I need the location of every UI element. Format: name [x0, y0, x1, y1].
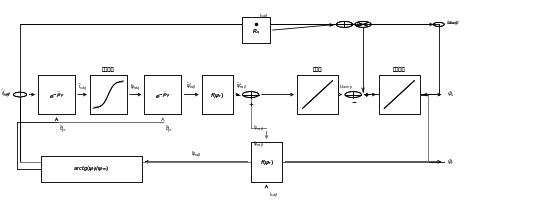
- Text: $-$: $-$: [234, 92, 241, 97]
- Text: $-$: $-$: [351, 99, 357, 104]
- Bar: [145, 75, 181, 115]
- Text: $+$: $+$: [248, 99, 254, 107]
- Text: $\hat{\psi}_r$: $\hat{\psi}_r$: [447, 156, 455, 166]
- Text: $e^{-j\hat{\theta}_{yr}}$: $e^{-j\hat{\theta}_{yr}}$: [155, 90, 171, 100]
- Bar: [202, 75, 233, 115]
- Text: 电压模型: 电压模型: [393, 66, 406, 72]
- Text: 补偿器: 补偿器: [312, 66, 322, 72]
- Bar: [243, 18, 270, 44]
- Text: $i_{s\alpha\beta}$: $i_{s\alpha\beta}$: [259, 12, 268, 22]
- Text: $f(\psi_r)$: $f(\psi_r)$: [211, 91, 224, 100]
- Text: $-$: $-$: [329, 22, 335, 27]
- Text: $\dot{i}_{s\alpha\beta}$: $\dot{i}_{s\alpha\beta}$: [2, 88, 11, 99]
- Bar: [250, 142, 283, 182]
- Text: $\hat{\psi}_{rdq}$: $\hat{\psi}_{rdq}$: [130, 81, 141, 92]
- Text: $\hat{i}_{sdq}$: $\hat{i}_{sdq}$: [78, 80, 87, 92]
- Bar: [297, 75, 338, 115]
- Bar: [243, 18, 270, 44]
- Text: $f(\psi_r)$: $f(\psi_r)$: [259, 158, 274, 166]
- Bar: [41, 156, 142, 182]
- Text: $\hat{\psi}_{s\alpha\beta}$: $\hat{\psi}_{s\alpha\beta}$: [253, 123, 264, 133]
- Bar: [202, 75, 233, 115]
- Text: $\dot{i}_{s\alpha\beta}$: $\dot{i}_{s\alpha\beta}$: [2, 87, 12, 99]
- Text: $-$: $-$: [329, 22, 335, 27]
- Text: $-$: $-$: [234, 92, 241, 97]
- Text: $\hat{\psi}_{s\alpha\beta}^{i}$: $\hat{\psi}_{s\alpha\beta}^{i}$: [237, 80, 248, 92]
- Bar: [90, 75, 127, 115]
- Text: $\hat{\psi}_{r\alpha\beta}^{i}$: $\hat{\psi}_{r\alpha\beta}^{i}$: [186, 80, 197, 92]
- Text: $f(\psi_r)$: $f(\psi_r)$: [211, 91, 224, 100]
- Text: $\hat{\theta}_{yr}$: $\hat{\theta}_{yr}$: [59, 123, 67, 134]
- Text: $\hat{\psi}_s$: $\hat{\psi}_s$: [447, 89, 455, 99]
- Text: 补偿器: 补偿器: [313, 66, 322, 72]
- Text: $\hat{\theta}_{yr}$: $\hat{\theta}_{yr}$: [165, 123, 173, 134]
- Bar: [38, 75, 75, 115]
- Bar: [250, 142, 283, 182]
- Text: $arctg(\psi_{r\beta}/\psi_{rm})$: $arctg(\psi_{r\beta}/\psi_{rm})$: [73, 164, 110, 174]
- Text: $+$: $+$: [248, 99, 254, 107]
- Text: $u_{s\alpha\beta}$: $u_{s\alpha\beta}$: [447, 20, 460, 29]
- Text: $f(\psi_r)$: $f(\psi_r)$: [259, 158, 274, 166]
- Text: $+$: $+$: [363, 90, 370, 99]
- Text: 电流模型: 电流模型: [102, 66, 115, 72]
- Bar: [38, 75, 75, 115]
- Text: $i_{s\alpha\beta}$: $i_{s\alpha\beta}$: [269, 189, 279, 200]
- Bar: [41, 156, 142, 182]
- Bar: [379, 75, 420, 115]
- Text: 电压模型: 电压模型: [393, 66, 406, 72]
- Text: $e^{-j\hat{\theta}_{yr}}$: $e^{-j\hat{\theta}_{yr}}$: [49, 90, 65, 100]
- Text: $+$: $+$: [363, 90, 370, 99]
- Text: $u_{comp}$: $u_{comp}$: [338, 83, 352, 92]
- Text: $+$: $+$: [354, 21, 361, 29]
- Text: $\hat{\psi}_{r\alpha\beta}$: $\hat{\psi}_{r\alpha\beta}$: [191, 148, 202, 159]
- Bar: [90, 75, 127, 115]
- Bar: [297, 75, 338, 115]
- Bar: [145, 75, 181, 115]
- Text: $-$: $-$: [351, 99, 357, 104]
- Bar: [379, 75, 420, 115]
- Text: $e^{-j\hat{\theta}_{yr}}$: $e^{-j\hat{\theta}_{yr}}$: [155, 90, 171, 100]
- Text: $\hat{\psi}_{s\alpha\beta}$: $\hat{\psi}_{s\alpha\beta}$: [253, 138, 264, 149]
- Text: $R_s$: $R_s$: [252, 27, 260, 36]
- Text: $R_s$: $R_s$: [252, 27, 260, 36]
- Text: $u_{s\alpha\beta}$: $u_{s\alpha\beta}$: [446, 20, 459, 29]
- Text: $+$: $+$: [354, 21, 361, 29]
- Text: $e^{-j\hat{\theta}_{yr}}$: $e^{-j\hat{\theta}_{yr}}$: [49, 90, 65, 100]
- Text: 电流模型: 电流模型: [102, 66, 115, 72]
- Text: $arctg(\psi_{r\beta}/\psi_{rm})$: $arctg(\psi_{r\beta}/\psi_{rm})$: [73, 164, 110, 174]
